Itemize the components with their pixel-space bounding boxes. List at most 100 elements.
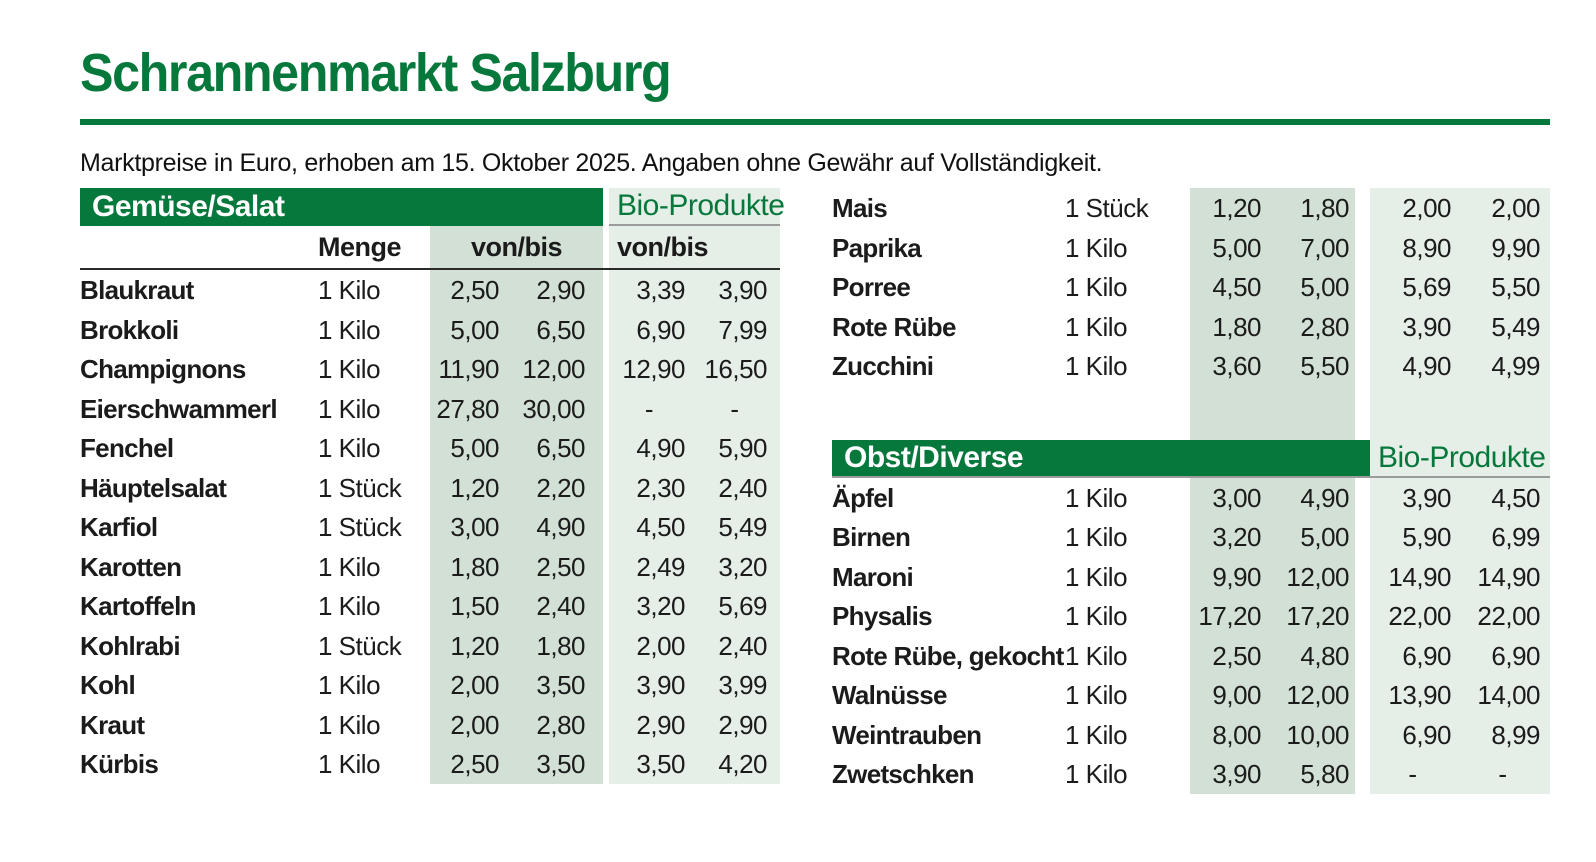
price-von: 1,20 <box>430 467 515 508</box>
bio-price-bis: 2,40 <box>689 467 780 508</box>
band-gap <box>603 309 609 350</box>
price-bis: 6,50 <box>515 428 603 468</box>
price-bis: 12,00 <box>1275 675 1355 715</box>
table-row: Karfiol 1 Stück 3,00 4,90 4,50 5,49 <box>80 507 780 547</box>
quantity: 1 Kilo <box>1065 640 1128 671</box>
bio-price-bis: 16,50 <box>689 349 780 389</box>
bio-price-von: 13,90 <box>1370 675 1455 715</box>
gemuese-rows-right: Mais 1 Stück 1,20 1,80 2,00 2,00 Paprika 1 Kilo… <box>832 188 1550 386</box>
price-bis: 3,50 <box>515 665 603 705</box>
bio-price-bis: 2,00 <box>1455 188 1550 228</box>
band-gap <box>1355 675 1370 715</box>
band-gap <box>603 704 609 745</box>
header-separator <box>603 188 609 227</box>
table-row: Zucchini 1 Kilo 3,60 5,50 4,90 4,99 <box>832 346 1550 386</box>
quantity: 1 Kilo <box>1065 561 1128 592</box>
price-von: 2,50 <box>1190 635 1275 676</box>
bio-price-von: 5,69 <box>1370 267 1455 307</box>
price-von: 3,20 <box>1190 517 1275 557</box>
bio-price-von: 6,90 <box>1370 714 1455 755</box>
bio-price-bis: 14,00 <box>1455 675 1550 715</box>
table-row: Walnüsse 1 Kilo 9,00 12,00 13,90 14,00 <box>832 675 1550 715</box>
product-name: Zwetschken <box>832 759 975 790</box>
section-header-obst: Obst/Diverse <box>832 439 1370 478</box>
bio-price-bis: 3,20 <box>689 546 780 587</box>
product-name: Rote Rübe <box>832 311 956 342</box>
table-gemuese-salat: Gemüse/Salat Bio-Produkte Menge von/bis … <box>80 188 785 784</box>
quantity: 1 Kilo <box>1065 311 1128 342</box>
price-bis: 5,00 <box>1275 517 1355 557</box>
bio-price-bis: 5,69 <box>689 586 780 626</box>
price-von: 9,90 <box>1190 556 1275 597</box>
band-gap <box>603 546 609 587</box>
quantity: 1 Stück <box>318 630 402 661</box>
product-name: Zucchini <box>832 351 934 382</box>
product-name: Weintrauben <box>832 719 982 750</box>
band-gap <box>1355 267 1370 307</box>
title-rule <box>80 119 1550 126</box>
bio-produkte-header-right: Bio-Produkte <box>1370 439 1550 478</box>
band-gap <box>1355 596 1370 636</box>
band-gap <box>603 467 609 508</box>
price-von: 3,90 <box>1190 754 1275 794</box>
column-header-row: Menge von/bis von/bis <box>80 226 780 271</box>
price-von: 3,60 <box>1190 346 1275 386</box>
bio-price-von: 3,90 <box>609 665 689 705</box>
price-bis: 2,80 <box>515 704 603 745</box>
table-row: Physalis 1 Kilo 17,20 17,20 22,00 22,00 <box>832 596 1550 636</box>
quantity: 1 Kilo <box>1065 351 1128 382</box>
band-gap <box>1355 517 1370 557</box>
table-row: Champignons 1 Kilo 11,90 12,00 12,90 16,50 <box>80 349 780 389</box>
table-row: Paprika 1 Kilo 5,00 7,00 8,90 9,90 <box>832 227 1550 268</box>
product-name: Eierschwammerl <box>80 393 278 424</box>
bio-price-bis: 8,99 <box>1455 714 1550 755</box>
band-spacer-row <box>832 385 1550 440</box>
bio-price-bis: 14,90 <box>1455 556 1550 597</box>
bio-price-von: 3,50 <box>609 744 689 784</box>
table-row: Eierschwammerl 1 Kilo 27,80 30,00- - <box>80 388 780 429</box>
table-row: Äpfel 1 Kilo 3,00 4,90 3,90 4,50 <box>832 477 1550 518</box>
table-row: Porree 1 Kilo 4,50 5,00 5,69 5,50 <box>832 267 1550 307</box>
bio-price-bis: 7,99 <box>689 309 780 350</box>
product-name: Porree <box>832 272 911 303</box>
table-row: Zwetschken 1 Kilo 3,90 5,80- - <box>832 754 1550 794</box>
price-bis: 5,00 <box>1275 267 1355 307</box>
product-name: Birnen <box>832 522 911 553</box>
bio-von-bis-column-header: von/bis <box>609 226 780 269</box>
price-von: 1,50 <box>430 586 515 626</box>
bio-price-von: 6,90 <box>1370 635 1455 676</box>
subtitle: Marktpreise in Euro, erhoben am 15. Okto… <box>80 149 1103 178</box>
bio-price-bis: 5,90 <box>689 428 780 468</box>
bio-price-von: - <box>1370 754 1455 794</box>
product-name: Kraut <box>80 709 145 740</box>
quantity: 1 Kilo <box>1065 482 1128 513</box>
table-row: Kartoffeln 1 Kilo 1,50 2,40 3,20 5,69 <box>80 586 780 626</box>
table-row: Blaukraut 1 Kilo 2,50 2,90 3,39 3,90 <box>80 270 780 310</box>
bio-price-von: 2,90 <box>609 704 689 745</box>
quantity: 1 Kilo <box>318 354 381 385</box>
quantity: 1 Stück <box>318 472 402 503</box>
table-row: Kohlrabi 1 Stück 1,20 1,80 2,00 2,40 <box>80 625 780 666</box>
bio-price-bis: 3,99 <box>689 665 780 705</box>
band-gap <box>603 428 609 468</box>
price-von: 2,00 <box>430 665 515 705</box>
quantity: 1 Kilo <box>318 433 381 464</box>
band-gap <box>1355 188 1370 228</box>
quantity: 1 Kilo <box>1065 601 1128 632</box>
band-gap <box>603 388 609 429</box>
bio-price-bis: 6,99 <box>1455 517 1550 557</box>
quantity: 1 Kilo <box>318 709 381 740</box>
bio-price-von: 4,90 <box>1370 346 1455 386</box>
bio-price-bis: 3,90 <box>689 270 780 310</box>
bio-price-von: 14,90 <box>1370 556 1455 597</box>
bio-price-von: 3,20 <box>609 586 689 626</box>
section-header-gemuese: Gemüse/Salat <box>80 188 603 227</box>
quantity: 1 Stück <box>1065 193 1149 224</box>
product-name: Blaukraut <box>80 275 194 306</box>
table-row: Maroni 1 Kilo 9,90 12,00 14,90 14,90 <box>832 556 1550 597</box>
band-gap <box>1355 306 1370 347</box>
price-von: 11,90 <box>430 349 515 389</box>
menge-column-header: Menge <box>318 231 402 262</box>
obst-header-row: Obst/Diverse Bio-Produkte <box>832 439 1550 478</box>
band-gap <box>603 226 609 269</box>
